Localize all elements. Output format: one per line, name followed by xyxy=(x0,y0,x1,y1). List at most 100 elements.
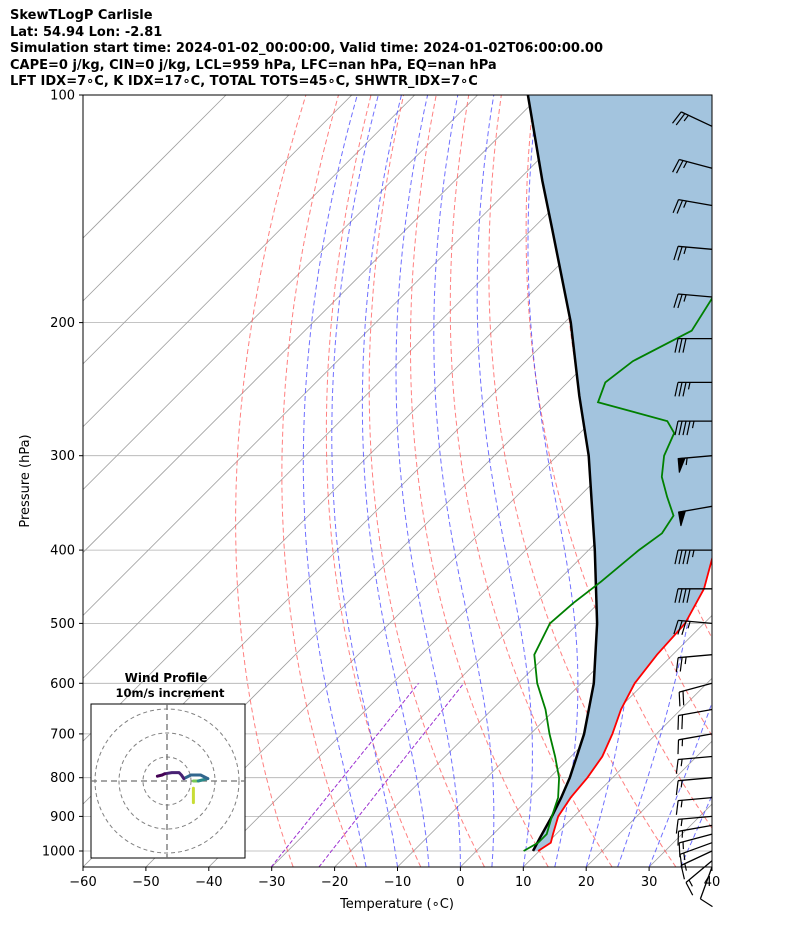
profiles xyxy=(523,95,712,852)
wind-barb xyxy=(677,733,713,755)
mixing-ratio-line xyxy=(270,682,419,867)
time-line: Simulation start time: 2024-01-02_00:00:… xyxy=(10,41,603,56)
wind-barb-half-feather xyxy=(680,759,683,767)
wind-barb-feather xyxy=(674,382,679,397)
wind-barb-staff xyxy=(679,842,713,855)
x-tick-label: 20 xyxy=(578,875,595,890)
chart-header: SkewTLogP Carlisle Lat: 54.94 Lon: -2.81… xyxy=(10,8,603,91)
y-tick-label: 600 xyxy=(50,677,75,692)
y-tick-label: 700 xyxy=(50,727,75,742)
wind-barb xyxy=(674,381,712,397)
wind-barb-staff xyxy=(680,850,713,866)
wind-barb-half-feather xyxy=(680,800,683,808)
x-tick-label: 30 xyxy=(641,875,658,890)
wind-barb-feather xyxy=(672,111,682,124)
isotherm xyxy=(83,95,478,491)
y-axis-ticks: 100 200 300 400 500 600 700 800 900 1000 xyxy=(42,89,83,860)
wind-barb-staff xyxy=(678,293,713,298)
wind-barb xyxy=(674,588,712,603)
wind-barb-feather xyxy=(681,714,684,730)
wind-barb-staff xyxy=(679,158,713,169)
moist-adiabat xyxy=(680,794,712,867)
y-tick-label: 900 xyxy=(50,810,75,825)
wind-barb-feather xyxy=(700,898,713,908)
wind-barb-feather xyxy=(675,113,686,126)
wind-barb-feather xyxy=(686,420,691,436)
wind-barb-feather xyxy=(682,382,687,397)
moist-adiabat xyxy=(617,95,700,867)
wind-barb-staff xyxy=(678,733,713,741)
wind-barb-feather xyxy=(675,819,679,834)
wind-barb xyxy=(672,198,713,214)
y-tick-label: 1000 xyxy=(42,845,75,860)
x-tick-label: −40 xyxy=(195,875,222,890)
wind-barb-staff xyxy=(679,833,713,844)
x-tick-label: 40 xyxy=(704,875,721,890)
dry-adiabat xyxy=(368,95,485,867)
wind-barb-feather xyxy=(678,549,683,565)
wind-barb-half-feather xyxy=(691,549,695,558)
wind-barb-feather xyxy=(677,739,680,755)
wind-barb-half-feather xyxy=(685,457,688,466)
moist-adiabat xyxy=(711,865,712,867)
wind-barb-feather xyxy=(678,588,683,603)
wind-barb-feather xyxy=(682,690,685,706)
wind-barb-feather xyxy=(677,715,680,730)
location-line: Lat: 54.94 Lon: -2.81 xyxy=(10,24,163,40)
wind-barb-feather xyxy=(673,293,679,308)
isotherm xyxy=(523,677,712,867)
wind-barb-feather xyxy=(675,759,679,774)
wind-barb-half-feather xyxy=(680,780,683,788)
wind-barb-feather xyxy=(675,160,684,174)
wind-barb-feather xyxy=(674,588,679,603)
wind-barb xyxy=(675,815,713,834)
dry-adiabat xyxy=(449,95,613,867)
wind-barbs xyxy=(672,111,713,908)
isotherm xyxy=(83,95,227,239)
hodograph-title: Wind Profile xyxy=(125,671,208,685)
wind-barb-half-feather xyxy=(683,294,687,302)
wind-barb-half-feather xyxy=(683,200,687,208)
wind-barb xyxy=(675,777,713,795)
wind-barb-flag xyxy=(677,457,686,473)
wind-barb-feather xyxy=(678,842,681,858)
wind-barb-half-feather xyxy=(680,818,683,827)
hodograph-trace xyxy=(155,772,167,778)
wind-barb-half-feather xyxy=(687,382,691,390)
moist-adiabat xyxy=(302,95,367,867)
dry-adiabat xyxy=(235,95,307,867)
wind-barb-feather xyxy=(674,338,679,353)
wind-barb xyxy=(673,619,713,635)
wind-barb-half-feather xyxy=(691,420,695,429)
wind-barb-feather xyxy=(686,549,691,565)
wind-barb-feather xyxy=(678,382,683,397)
wind-barb-staff xyxy=(678,824,713,832)
wind-barb xyxy=(675,796,713,815)
wind-barb-feather xyxy=(678,692,681,707)
temperature-profile-line xyxy=(537,555,712,852)
isotherm xyxy=(711,866,712,867)
wind-barb-feather xyxy=(679,657,683,672)
wind-barb-staff xyxy=(678,708,713,717)
x-tick-label: 10 xyxy=(515,875,532,890)
moist-adiabat xyxy=(331,95,398,867)
x-tick-label: −50 xyxy=(132,875,159,890)
moist-adiabat xyxy=(476,95,533,867)
wind-barb-feather xyxy=(681,620,687,635)
dry-adiabat xyxy=(488,95,677,867)
wind-barb xyxy=(672,158,713,174)
wind-barb-half-feather xyxy=(683,852,686,861)
isotherm xyxy=(83,95,541,554)
isotherm xyxy=(334,489,712,867)
moist-adiabat xyxy=(433,95,495,867)
isotherm xyxy=(145,300,712,867)
x-tick-label: −30 xyxy=(258,875,285,890)
wind-barb-half-feather xyxy=(688,879,693,887)
y-tick-label: 500 xyxy=(50,617,75,632)
wind-barb xyxy=(674,337,712,353)
wind-barb-staff xyxy=(678,815,713,821)
wind-barb-staff xyxy=(678,796,713,802)
mixing-ratio-line xyxy=(318,682,465,867)
y-tick-label: 200 xyxy=(50,316,75,331)
